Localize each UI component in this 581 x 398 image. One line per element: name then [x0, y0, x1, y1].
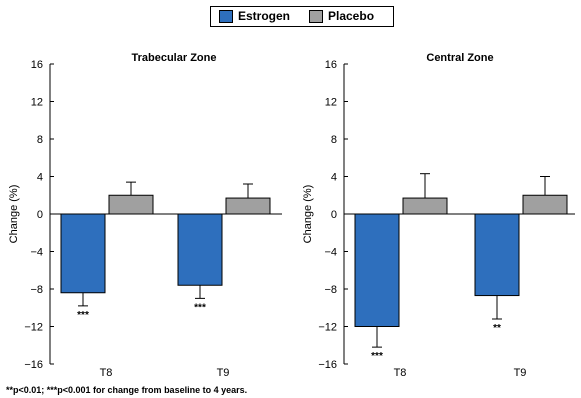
panel-1-y-tick-label: 8 — [37, 134, 43, 146]
legend: Estrogen Placebo — [210, 6, 394, 27]
panel-2-y-tick-label: 0 — [331, 209, 337, 221]
panel-1-bar-placebo-t9 — [225, 197, 271, 215]
panel-2-y-tick-label: 12 — [325, 97, 337, 109]
panel-2-y-axis-label: Change (%) — [302, 185, 314, 244]
panel-2-significance-estrogen-t9: ** — [493, 323, 501, 334]
panel-2-bar-placebo-t8 — [402, 197, 448, 215]
panel-1-y-tick-label: −4 — [30, 247, 43, 259]
panel-1-y-tick-label: 16 — [31, 59, 43, 71]
panel-2-bar-placebo-t9 — [522, 194, 568, 215]
panel-1-y-tick-label: 4 — [37, 172, 43, 184]
panel-2-y-tick-label: 4 — [331, 172, 337, 184]
panel-2-bar-estrogen-t9 — [474, 213, 520, 297]
panel-2-y-tick-label: 8 — [331, 134, 337, 146]
panel-2-bar-estrogen-t8 — [354, 213, 400, 327]
panel-1-y-axis-label: Change (%) — [8, 185, 20, 244]
panel-2-x-tick-label: T9 — [514, 367, 527, 379]
panel-2-title: Central Zone — [426, 52, 493, 64]
panel-1-title: Trabecular Zone — [132, 52, 217, 64]
legend-swatch-estrogen — [219, 10, 233, 23]
legend-label-placebo: Placebo — [328, 9, 375, 23]
panel-2-y-tick-label: −4 — [324, 247, 337, 259]
legend-label-estrogen: Estrogen — [238, 9, 291, 23]
panel-2-y-tick-label: −16 — [318, 359, 337, 371]
panel-2-y-tick-label: −8 — [324, 284, 337, 296]
panel-1-bar-placebo-t8 — [108, 194, 154, 215]
panel-1-x-tick-label: T8 — [100, 367, 113, 379]
panel-1-y-tick-label: 0 — [37, 209, 43, 221]
panel-1-bar-estrogen-t8 — [60, 213, 106, 294]
panel-2-x-tick-label: T8 — [394, 367, 407, 379]
panel-1-x-tick-label: T9 — [217, 367, 230, 379]
panel-1-y-tick-label: −12 — [24, 322, 43, 334]
panel-1-bar-estrogen-t9 — [177, 213, 223, 286]
panel-1-significance-estrogen-t9: *** — [194, 302, 206, 313]
panel-1-significance-estrogen-t8: *** — [77, 310, 89, 321]
panel-2-y-tick-label: −12 — [318, 322, 337, 334]
panel-2-significance-estrogen-t8: *** — [371, 351, 383, 362]
panel-1-y-tick-label: −8 — [30, 284, 43, 296]
panel-1-y-tick-label: 12 — [31, 97, 43, 109]
panel-1-y-tick-label: −16 — [24, 359, 43, 371]
footnote: **p<0.01; ***p<0.001 for change from bas… — [6, 385, 248, 395]
legend-swatch-placebo — [309, 10, 323, 23]
panel-2-y-tick-label: 16 — [325, 59, 337, 71]
